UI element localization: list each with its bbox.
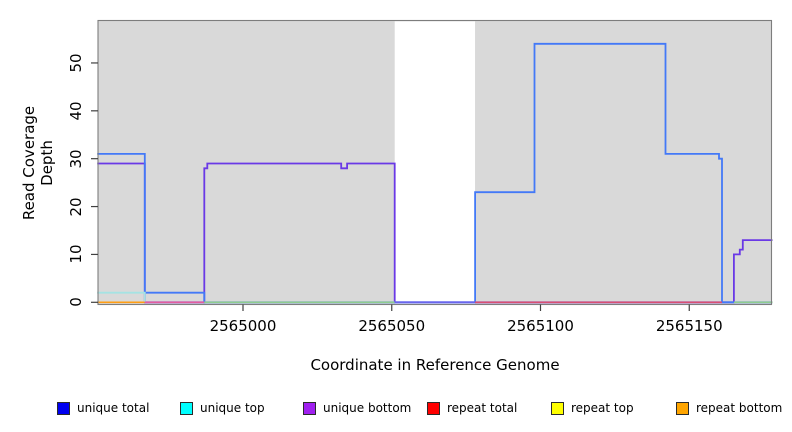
legend-swatch-icon	[303, 401, 316, 415]
legend-item-unique-bottom: unique bottom	[303, 400, 411, 416]
series-unique-top	[97, 291, 146, 303]
y-tick-label: 10	[67, 244, 85, 264]
legend-item-repeat-bottom: repeat bottom	[676, 400, 782, 416]
legend-label: repeat top	[571, 401, 634, 415]
legend-item-unique-top: unique top	[180, 400, 265, 416]
series-group	[97, 42, 773, 304]
y-tick-label: 20	[67, 197, 85, 217]
legend-swatch-icon	[676, 401, 689, 415]
legend-label: unique bottom	[323, 401, 412, 415]
y-tick-label: 50	[67, 53, 85, 73]
x-tick-label: 2565000	[209, 317, 277, 335]
y-tick-label: 0	[67, 297, 85, 308]
x-tick-label: 2565050	[358, 317, 426, 335]
series-unique-total	[97, 42, 773, 304]
x-tick-label: 2565150	[655, 317, 723, 335]
legend-label: unique top	[200, 401, 265, 415]
legend-item-unique-total: unique total	[57, 400, 149, 416]
plot-border	[97, 19, 773, 306]
legend-label: repeat total	[447, 401, 518, 415]
masked-region	[394, 21, 476, 304]
legend-swatch-icon	[57, 401, 70, 415]
legend-label: unique total	[77, 401, 150, 415]
legend-item-repeat-total: repeat total	[427, 400, 517, 416]
y-axis-label: Read Coverage Depth	[20, 105, 56, 221]
legend-label: repeat bottom	[696, 401, 783, 415]
legend-item-repeat-top: repeat top	[551, 400, 634, 416]
y-tick-label: 30	[67, 149, 85, 169]
legend-swatch-icon	[551, 401, 564, 415]
x-tick-label: 2565100	[507, 317, 574, 335]
y-tick-label: 40	[67, 101, 85, 121]
x-axis-label: Coordinate in Reference Genome	[310, 356, 560, 374]
legend-swatch-icon	[427, 401, 440, 415]
series-unique-bottom	[97, 162, 773, 304]
legend-swatch-icon	[180, 401, 193, 415]
